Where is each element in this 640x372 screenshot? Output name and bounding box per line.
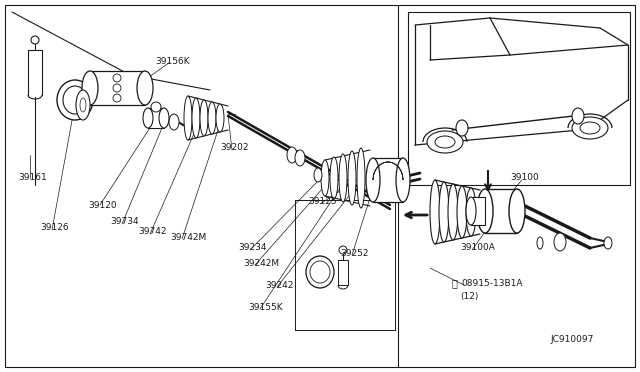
Text: 39202: 39202 [220,144,248,153]
Ellipse shape [448,184,458,240]
Ellipse shape [357,148,365,208]
Ellipse shape [113,84,121,92]
Ellipse shape [57,80,93,120]
Ellipse shape [306,256,334,288]
Bar [148,108,164,128]
Text: 39734: 39734 [110,218,139,227]
Ellipse shape [113,74,121,82]
Ellipse shape [580,122,600,134]
Ellipse shape [509,189,525,233]
Ellipse shape [537,237,543,249]
Text: 39100A: 39100A [460,244,495,253]
Ellipse shape [396,158,410,202]
Ellipse shape [339,154,347,202]
Ellipse shape [554,233,566,251]
Ellipse shape [339,246,347,254]
Ellipse shape [456,120,468,136]
Bar [485,189,517,233]
Text: 39742: 39742 [138,228,166,237]
Ellipse shape [330,157,338,199]
Ellipse shape [82,71,98,105]
Ellipse shape [457,186,467,238]
Ellipse shape [477,189,493,233]
Ellipse shape [31,36,39,44]
Text: 39161: 39161 [18,173,47,183]
Ellipse shape [310,261,330,283]
Text: 39155K: 39155K [248,302,283,311]
Ellipse shape [604,237,612,249]
Ellipse shape [435,136,455,148]
Ellipse shape [143,108,153,128]
Text: (12): (12) [460,292,478,301]
Ellipse shape [80,98,86,112]
Ellipse shape [76,90,90,120]
Ellipse shape [200,100,208,136]
Bar [338,260,348,285]
Text: 39242: 39242 [265,280,293,289]
Ellipse shape [113,94,121,102]
Ellipse shape [216,104,224,132]
Text: Ⓦ: Ⓦ [452,278,458,288]
Text: 39742M: 39742M [170,232,206,241]
Text: JC910097: JC910097 [550,336,593,344]
Ellipse shape [151,102,161,112]
Text: 39120: 39120 [88,201,116,209]
Ellipse shape [159,108,169,128]
Ellipse shape [572,108,584,124]
Ellipse shape [295,150,305,166]
Ellipse shape [430,180,440,244]
Ellipse shape [466,197,476,225]
Text: 39252: 39252 [340,248,369,257]
Ellipse shape [208,102,216,134]
Text: 39156K: 39156K [155,58,189,67]
Bar [373,158,403,202]
Bar [90,71,145,105]
Ellipse shape [63,86,87,114]
Ellipse shape [184,96,192,140]
Ellipse shape [192,98,200,138]
Text: 39126: 39126 [40,224,68,232]
Ellipse shape [572,117,608,139]
Ellipse shape [314,168,322,182]
Ellipse shape [348,151,356,205]
Text: 39242M: 39242M [243,259,279,267]
Ellipse shape [427,131,463,153]
Text: 39100: 39100 [510,173,539,183]
Ellipse shape [321,160,329,196]
Ellipse shape [287,147,297,163]
Text: 39234: 39234 [238,244,266,253]
Text: 08915-13B1A: 08915-13B1A [461,279,522,288]
Text: 39125: 39125 [308,198,337,206]
Ellipse shape [137,71,153,105]
Ellipse shape [169,114,179,130]
Ellipse shape [466,188,476,236]
Ellipse shape [366,158,380,202]
Bar [471,197,485,225]
Ellipse shape [439,182,449,242]
